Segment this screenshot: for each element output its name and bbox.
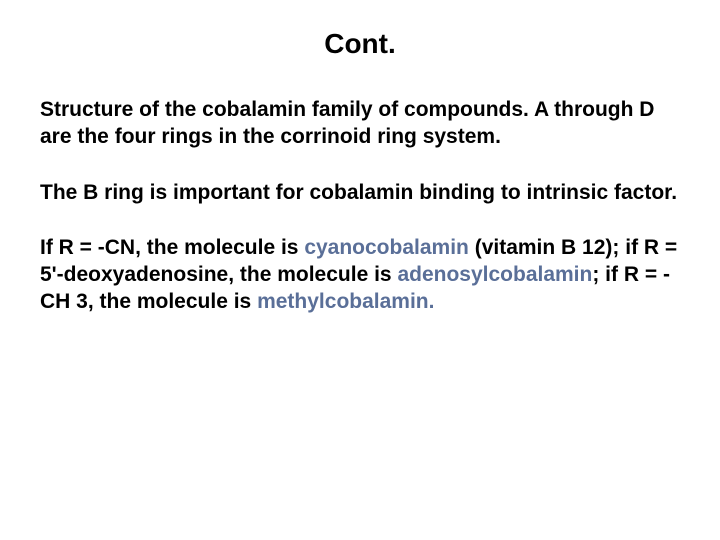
term-text: methylcobalamin. <box>257 290 434 313</box>
body-text: If R = -CN, the molecule is <box>40 236 304 259</box>
term-text: adenosylcobalamin <box>397 263 592 286</box>
paragraph: Structure of the cobalamin family of com… <box>40 96 680 151</box>
body-text: The B ring is important for cobalamin bi… <box>40 181 677 204</box>
slide-body: Structure of the cobalamin family of com… <box>40 96 680 316</box>
term-text: cyanocobalamin <box>304 236 469 259</box>
slide: Cont. Structure of the cobalamin family … <box>0 0 720 540</box>
slide-title: Cont. <box>40 28 680 60</box>
paragraph: If R = -CN, the molecule is cyanocobalam… <box>40 234 680 316</box>
body-text: Structure of the cobalamin family of com… <box>40 98 654 148</box>
paragraph: The B ring is important for cobalamin bi… <box>40 179 680 206</box>
